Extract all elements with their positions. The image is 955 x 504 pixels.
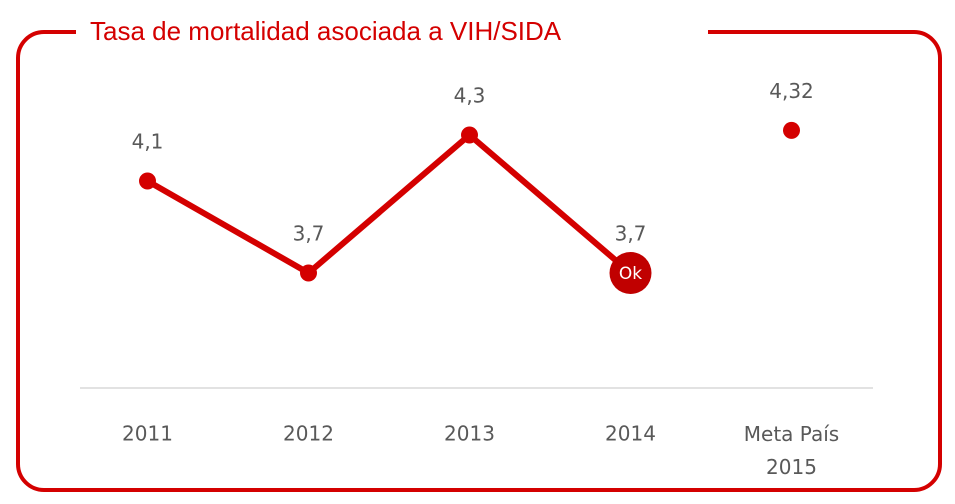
line [146, 132, 633, 276]
x-tick-label: 2012 [283, 422, 334, 446]
point [783, 121, 800, 139]
value-label: 3,7 [615, 222, 647, 246]
ok-badge [609, 252, 652, 294]
x-tick-label-line: Meta País [744, 422, 839, 446]
value-label: 4,1 [132, 130, 164, 154]
annotation: Ok [619, 264, 642, 284]
chart-title: Tasa de mortalidad asociada a VIH/SIDA [90, 16, 562, 46]
title-backdrop [76, 10, 708, 54]
value-label: 4,3 [454, 84, 486, 108]
value-label: 3,7 [293, 222, 325, 246]
x-tick-label: 2014 [605, 422, 656, 446]
x-tick-label: 2013 [444, 422, 495, 446]
point [461, 126, 478, 144]
value-label: 4,32 [769, 79, 814, 103]
x-tick-label: Meta País 2015 [744, 422, 839, 479]
x-tick-label-line: 2015 [766, 455, 817, 479]
point [139, 172, 156, 190]
x-tick-label: 2011 [122, 422, 173, 446]
point [300, 264, 317, 282]
